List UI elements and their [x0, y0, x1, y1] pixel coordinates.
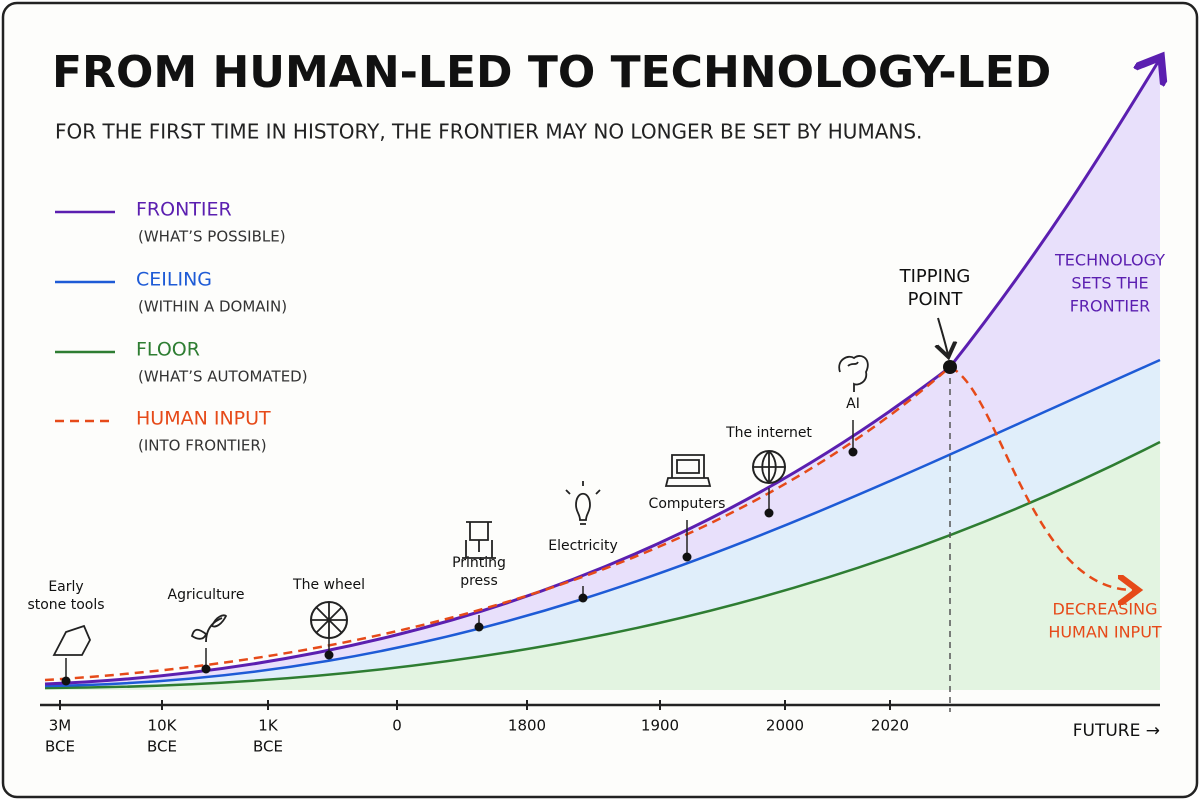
milestone-dot [201, 664, 211, 674]
icon-wheel-spokes [311, 602, 347, 638]
icon-globe-lines [753, 450, 785, 484]
decreasing-label: HUMAN INPUT [1048, 623, 1162, 642]
icon-bulb [565, 481, 601, 525]
human-input-curve [44, 365, 1133, 682]
legend-label: CEILING [136, 269, 212, 291]
ceiling-region [45, 360, 1160, 688]
decreasing-label: DECREASING [1052, 600, 1157, 619]
floor-region [45, 442, 1160, 690]
axis-label: 3M [49, 717, 72, 735]
technology-label: TECHNOLOGY [1054, 251, 1165, 270]
milestone-label: Electricity [548, 538, 618, 554]
milestone-label: The wheel [292, 577, 365, 593]
tipping-arrow [938, 317, 948, 355]
axis-label: 0 [392, 717, 402, 735]
milestone-label: Computers [649, 496, 726, 512]
axis-label: 1800 [508, 717, 546, 735]
icon-plant [190, 614, 228, 643]
legend-note: (INTO FRONTIER) [138, 437, 267, 455]
icon-press [462, 521, 496, 559]
tipping-point [943, 360, 957, 374]
milestone-dot [578, 593, 588, 603]
subtitle: FOR THE FIRST TIME IN HISTORY, THE FRONT… [55, 120, 922, 144]
axis-label: 1K [258, 717, 279, 735]
icon-computer [664, 454, 712, 487]
milestone-dot [61, 676, 71, 686]
frontier-curve [44, 62, 1158, 686]
title: FROM HUMAN-LED TO TECHNOLOGY-LED [52, 47, 1051, 98]
axis-label: BCE [147, 738, 177, 756]
axis-label: 2020 [871, 717, 909, 735]
legend-note: (WITHIN A DOMAIN) [138, 298, 287, 316]
content: FROM HUMAN-LED TO TECHNOLOGY-LED FOR THE … [27, 47, 1165, 756]
axis-label: BCE [45, 738, 75, 756]
floor-curve [44, 440, 1161, 690]
milestone-label: The internet [725, 425, 812, 441]
technology-label: SETS THE [1071, 274, 1148, 293]
future-label: FUTURE → [1073, 721, 1160, 741]
milestone-dot [764, 508, 774, 518]
axis-label: 1900 [641, 717, 679, 735]
axis-label: 2000 [766, 717, 804, 735]
milestone-label: Printing [452, 555, 506, 571]
milestone-dot [324, 650, 334, 660]
legend-note: (WHAT’S AUTOMATED) [138, 368, 308, 386]
milestone-label: Early [48, 579, 83, 595]
milestone-dot [848, 447, 858, 457]
technology-label: FRONTIER [1070, 297, 1151, 316]
milestone-label: stone tools [27, 597, 104, 613]
milestone-label: Agriculture [168, 587, 245, 603]
legend-label: FRONTIER [136, 199, 232, 221]
tipping-label: POINT [908, 289, 964, 310]
milestone-label: press [460, 573, 498, 589]
milestone-label: AI [846, 396, 860, 412]
axis-label: BCE [253, 738, 283, 756]
legend-note: (WHAT’S POSSIBLE) [138, 228, 286, 246]
axis-label: 10K [148, 717, 178, 735]
icon-stone [52, 624, 91, 656]
milestone-dot [474, 622, 484, 632]
tipping-label: TIPPING [899, 266, 971, 287]
legend-label: FLOOR [136, 339, 200, 361]
ceiling-curve [44, 358, 1161, 688]
icon-brain [838, 355, 869, 392]
milestone-dot [682, 552, 692, 562]
legend-label: HUMAN INPUT [136, 408, 271, 430]
